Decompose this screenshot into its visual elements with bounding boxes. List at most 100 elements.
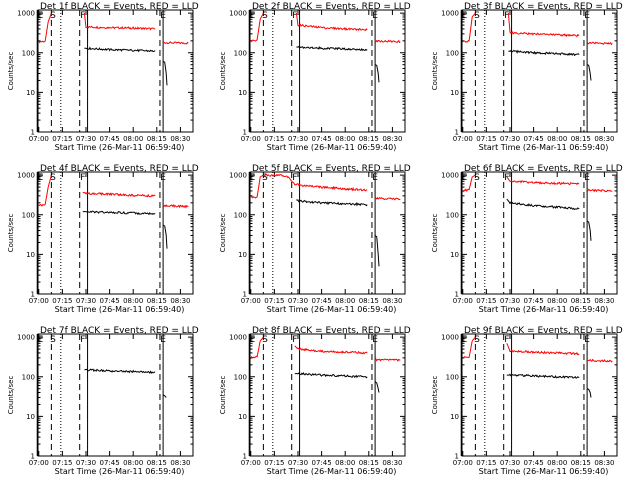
events-series-line xyxy=(508,49,580,57)
x-tick-label: 07:45 xyxy=(312,135,332,143)
interval-marker: E xyxy=(38,335,44,345)
x-tick-label: 07:45 xyxy=(312,297,332,305)
lld-series-line xyxy=(250,173,368,199)
panel-6: Det 6f BLACK = Events, RED = LLD 1 10 100 10… xyxy=(431,164,623,314)
interval-marker: S xyxy=(50,11,56,21)
panel-4: Det 4f BLACK = Events, RED = LLD 1 10 100 10… xyxy=(7,164,199,314)
x-tick-label: 08:30 xyxy=(382,459,402,467)
x-tick-label: 07:30 xyxy=(288,297,308,305)
y-tick-label: 100 xyxy=(22,373,35,381)
interval-marker: S xyxy=(262,335,268,345)
y-tick-label: 10 xyxy=(26,89,35,97)
lld-series-line xyxy=(507,13,580,38)
interval-marker: E xyxy=(160,173,166,183)
y-axis-label: Counts/sec xyxy=(7,214,15,253)
y-tick-label: 1000 xyxy=(441,172,459,180)
x-tick-label: 07:45 xyxy=(524,297,544,305)
panel-title: Det 2f BLACK = Events, RED = LLD xyxy=(252,2,411,12)
interval-marker: F xyxy=(292,335,297,345)
x-tick-label: 08:00 xyxy=(547,297,567,305)
lld-series-line xyxy=(506,176,580,186)
lld-series-line xyxy=(462,336,476,359)
x-axis-label: Start Time (26-Mar-11 06:59:40) xyxy=(55,467,185,476)
x-tick-label: 07:15 xyxy=(52,297,72,305)
x-axis-label: Start Time (26-Mar-11 06:59:40) xyxy=(479,143,609,152)
plot-frame xyxy=(461,9,618,133)
x-tick-label: 07:45 xyxy=(312,459,332,467)
events-series-line xyxy=(294,372,368,379)
x-tick-label: 07:00 xyxy=(29,297,49,305)
lld-series-line xyxy=(374,358,401,362)
x-tick-label: 08:30 xyxy=(170,135,190,143)
interval-marker: S xyxy=(474,173,480,183)
y-axis-label: Counts/sec xyxy=(431,214,439,253)
panel-8: Det 8f BLACK = Events, RED = LLD 1 10 100 10… xyxy=(219,326,411,476)
x-tick-label: 08:30 xyxy=(382,297,402,305)
panel-9: Det 9f BLACK = Events, RED = LLD 1 10 100 10… xyxy=(431,326,623,476)
x-tick-label: 08:15 xyxy=(147,135,167,143)
y-tick-label: 100 xyxy=(22,211,35,219)
x-tick-label: 08:15 xyxy=(571,297,591,305)
interval-marker: E xyxy=(462,335,468,345)
x-tick-label: 08:15 xyxy=(571,459,591,467)
y-axis-label: Counts/sec xyxy=(219,376,227,415)
interval-marker: S xyxy=(262,173,268,183)
panel-7: Det 7f BLACK = Events, RED = LLD 1 10 100 10… xyxy=(7,326,199,476)
x-tick-label: 08:00 xyxy=(123,297,143,305)
x-tick-label: 07:15 xyxy=(264,135,284,143)
x-tick-label: 08:30 xyxy=(170,297,190,305)
x-tick-label: 08:30 xyxy=(594,297,614,305)
y-tick-label: 10 xyxy=(26,413,35,421)
interval-marker: E xyxy=(584,173,590,183)
events-series-line xyxy=(506,198,580,211)
x-tick-label: 07:45 xyxy=(524,135,544,143)
x-tick-label: 07:00 xyxy=(241,135,261,143)
x-tick-label: 08:15 xyxy=(359,459,379,467)
interval-marker: F xyxy=(504,173,509,183)
lld-series-line xyxy=(586,358,613,363)
lld-series-line xyxy=(375,39,401,44)
y-tick-label: 10 xyxy=(26,251,35,259)
panel-title: Det 7f BLACK = Events, RED = LLD xyxy=(40,326,199,336)
x-tick-label: 07:15 xyxy=(476,459,496,467)
y-tick-label: 10 xyxy=(450,89,459,97)
plot-frame xyxy=(249,171,406,295)
plot-frame xyxy=(461,333,618,457)
interval-marker: F xyxy=(80,335,85,345)
y-tick-label: 1000 xyxy=(17,10,35,18)
x-axis-label: Start Time (26-Mar-11 06:59:40) xyxy=(267,467,397,476)
x-tick-label: 08:15 xyxy=(147,297,167,305)
events-series-line xyxy=(374,235,380,267)
y-tick-label: 1 xyxy=(455,453,459,461)
events-series-line xyxy=(162,394,167,398)
y-tick-label: 1 xyxy=(31,129,35,137)
lld-series-line xyxy=(82,191,156,198)
interval-marker: E xyxy=(160,11,166,21)
interval-marker: S xyxy=(50,173,56,183)
x-tick-label: 07:00 xyxy=(453,135,473,143)
y-tick-label: 1 xyxy=(243,291,247,299)
lld-series-line xyxy=(374,196,401,201)
interval-marker: E xyxy=(462,11,468,21)
lld-series-line xyxy=(586,188,613,193)
y-tick-label: 100 xyxy=(234,49,247,57)
interval-marker: E xyxy=(372,11,378,21)
x-tick-label: 07:30 xyxy=(76,135,96,143)
y-tick-label: 1000 xyxy=(17,334,35,342)
y-axis-label: Counts/sec xyxy=(7,376,15,415)
x-axis-label: Start Time (26-Mar-11 06:59:40) xyxy=(267,305,397,314)
x-tick-label: 07:30 xyxy=(76,297,96,305)
interval-marker: E xyxy=(462,173,468,183)
x-tick-label: 07:30 xyxy=(500,459,520,467)
x-axis-label: Start Time (26-Mar-11 06:59:40) xyxy=(267,143,397,152)
y-axis-label: Counts/sec xyxy=(431,376,439,415)
events-series-line xyxy=(296,199,368,207)
y-tick-label: 1 xyxy=(455,129,459,137)
panel-title: Det 5f BLACK = Events, RED = LLD xyxy=(252,164,411,174)
x-tick-label: 08:30 xyxy=(594,135,614,143)
x-tick-label: 07:15 xyxy=(476,135,496,143)
panel-1: Det 1f BLACK = Events, RED = LLD 1 10 100 10… xyxy=(7,2,199,152)
interval-marker: F xyxy=(80,11,85,21)
interval-marker: S xyxy=(474,335,480,345)
y-tick-label: 1000 xyxy=(441,10,459,18)
